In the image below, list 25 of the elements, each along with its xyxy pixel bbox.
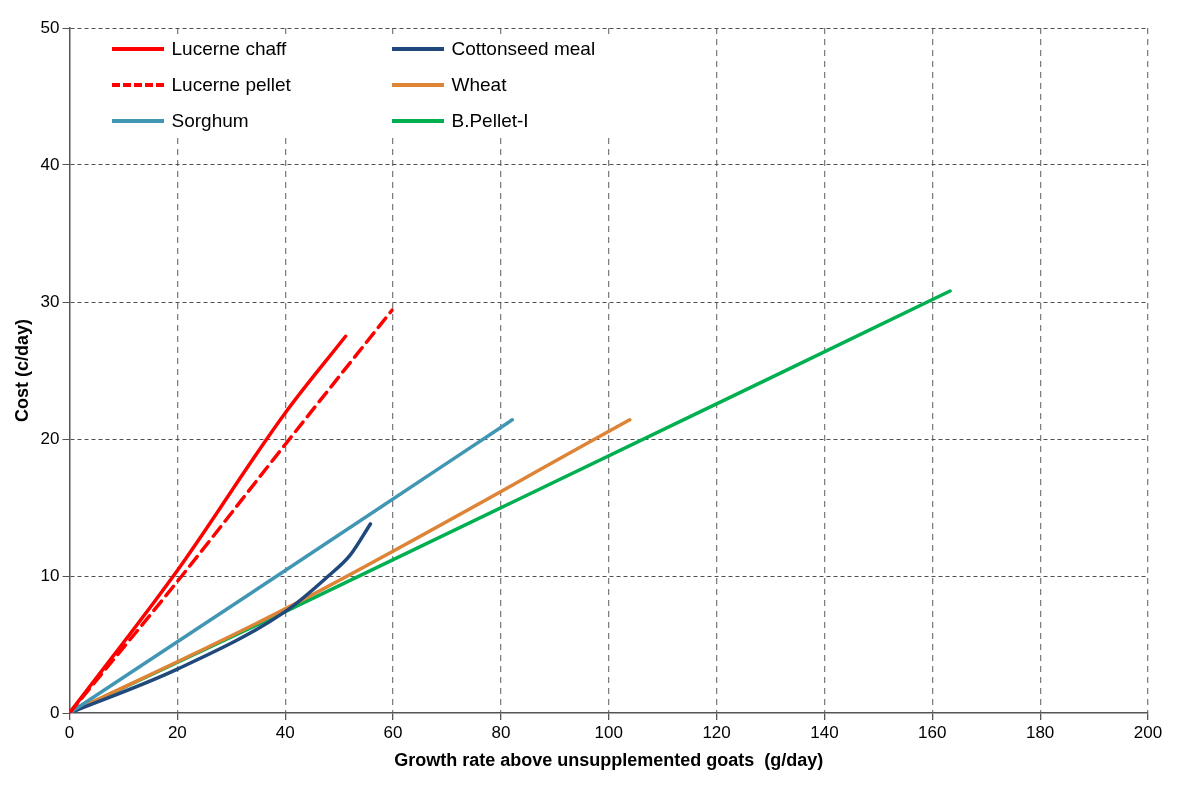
legend-label: Lucerne chaff bbox=[171, 38, 287, 60]
x-tick-label: 160 bbox=[918, 722, 947, 742]
x-tick-label: 60 bbox=[383, 722, 403, 742]
x-tick-label: 40 bbox=[275, 722, 295, 742]
y-tick-label: 10 bbox=[40, 565, 60, 585]
x-tick-label: 0 bbox=[64, 722, 75, 742]
x-tick-label: 100 bbox=[594, 722, 623, 742]
x-tick-label: 20 bbox=[167, 722, 187, 742]
x-tick-label: 200 bbox=[1133, 722, 1163, 742]
x-tick-label: 120 bbox=[702, 722, 731, 742]
y-axis-title: Cost (c/day) bbox=[11, 318, 32, 423]
legend-label: Sorghum bbox=[171, 110, 249, 132]
legend-label: Lucerne pellet bbox=[171, 74, 291, 96]
y-tick-label: 20 bbox=[40, 428, 60, 448]
y-tick-label: 30 bbox=[40, 291, 60, 311]
legend-label: Cottonseed meal bbox=[451, 38, 596, 60]
x-axis-title: Growth rate above unsupplemented goats (g/day) bbox=[394, 750, 824, 771]
legend-label: Wheat bbox=[451, 74, 507, 96]
y-tick-label: 50 bbox=[40, 17, 60, 37]
y-tick-label: 0 bbox=[50, 702, 60, 722]
x-tick-label: 180 bbox=[1025, 722, 1055, 742]
legend-label: B.Pellet-I bbox=[451, 110, 529, 132]
y-tick-label: 40 bbox=[40, 154, 60, 174]
x-tick-label: 80 bbox=[491, 722, 511, 742]
x-tick-label: 140 bbox=[810, 722, 839, 742]
